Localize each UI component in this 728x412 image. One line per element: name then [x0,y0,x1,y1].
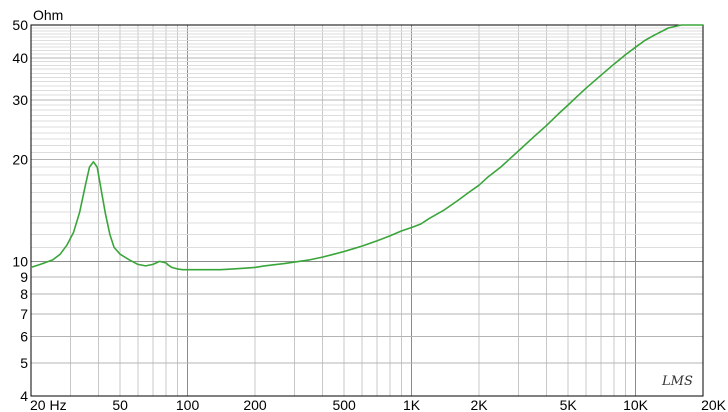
x-tick-label: 10K [623,397,649,412]
y-tick-label: 9 [20,269,28,285]
plot-frame [30,24,704,397]
y-axis-unit-label: Ohm [33,7,63,23]
x-tick-label: 1K [403,397,421,412]
lms-watermark: LMS [661,374,693,389]
grid [30,24,704,397]
x-tick-label: 200 [243,397,267,412]
y-tick-label: 50 [12,17,28,33]
y-tick-label: 7 [20,306,28,322]
y-tick-label: 5 [20,355,28,371]
x-tick-label: 100 [176,397,200,412]
y-tick-label: 8 [20,286,28,302]
y-tick-label: 4 [20,388,28,404]
y-tick-label: 6 [20,328,28,344]
y-tick-label: 10 [12,253,28,269]
impedance-curve [30,24,703,271]
x-tick-label: 500 [332,397,356,412]
y-tick-label: 30 [12,92,28,108]
x-tick-label: 2K [470,397,488,412]
y-tick-label: 20 [12,152,28,168]
x-tick-label: 50 [112,397,128,412]
x-tick-label: 5K [560,397,578,412]
x-tick-label: 20 Hz [30,397,67,412]
x-tick-labels: 20 Hz 50 100 200 500 1K 2K 5K 10K 20K [30,397,727,412]
x-tick-label: 20K [701,397,727,412]
y-tick-label: 40 [12,50,28,66]
